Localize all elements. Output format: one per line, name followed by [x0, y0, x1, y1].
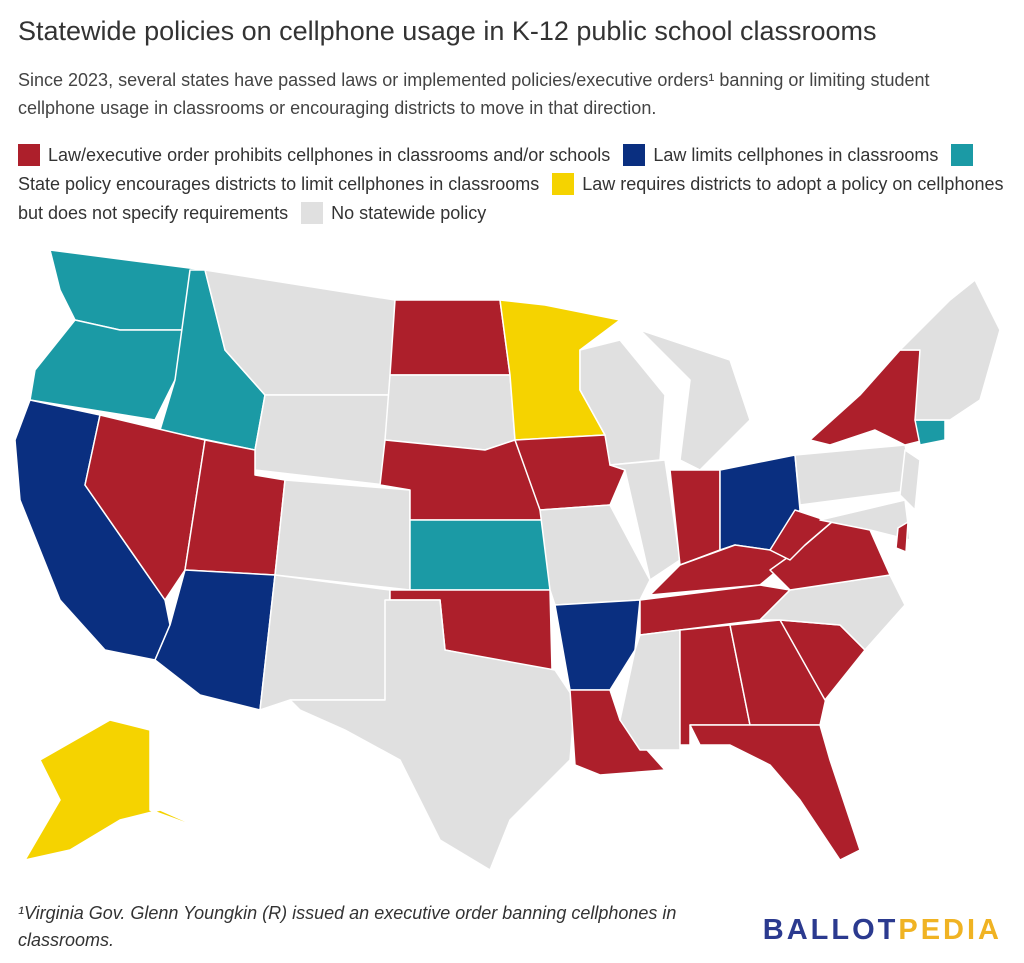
logo-part: PEDIA: [898, 914, 1002, 946]
legend-item: Law requires districts to adopt a policy…: [18, 173, 1004, 223]
legend-swatch: [951, 144, 974, 166]
logo: BALLOTPEDIA: [763, 914, 1002, 947]
title: Statewide policies on cellphone usage in…: [18, 16, 877, 46]
legend-label: State policy encourages districts to lim…: [18, 174, 540, 194]
legend-item: State policy encourages districts to lim…: [18, 144, 981, 194]
legend-label: Law limits cellphones in classrooms: [653, 145, 939, 165]
us-map: [14, 249, 1001, 871]
legend-item: Law limits cellphones in classrooms: [623, 144, 939, 166]
legend-swatch: [18, 144, 40, 166]
legend: Law/executive order prohibits cellphones…: [18, 141, 1008, 228]
legend-item: No statewide policy: [301, 202, 487, 224]
states: [14, 249, 1001, 871]
logo-part: BALLOT: [762, 914, 899, 946]
subtitle: Since 2023, several states have passed l…: [18, 70, 930, 118]
footnote: ¹Virginia Gov. Glenn Youngkin (R) issued…: [18, 903, 677, 950]
legend-swatch: [623, 144, 646, 166]
legend-label: No statewide policy: [331, 203, 487, 223]
legend-label: Law requires districts to adopt a policy…: [18, 174, 1004, 223]
legend-swatch: [301, 202, 324, 224]
legend-swatch: [552, 173, 575, 195]
legend-item: Law/executive order prohibits cellphones…: [18, 144, 611, 166]
legend-label: Law/executive order prohibits cellphones…: [48, 145, 611, 165]
